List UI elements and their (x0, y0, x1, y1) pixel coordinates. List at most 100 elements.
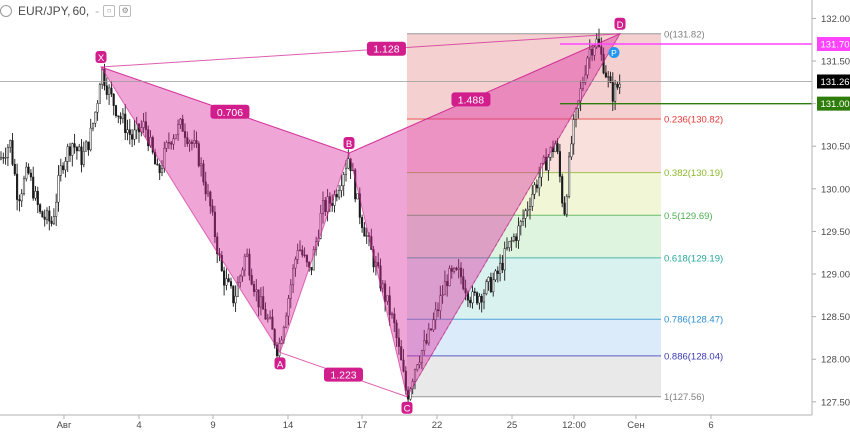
candle-body (457, 267, 460, 270)
candle-body (340, 185, 343, 191)
candle-body (131, 134, 134, 140)
fib-level-label: 0.886(128.04) (664, 351, 723, 362)
candle-body (515, 236, 518, 241)
symbol-label[interactable]: EUR/JPY, (18, 4, 71, 18)
candle-body (50, 220, 53, 224)
candle-body (177, 124, 180, 135)
candle-body (600, 46, 603, 55)
candle-body (114, 105, 118, 116)
time-tick-label: 25 (507, 420, 518, 431)
candle-body (517, 225, 520, 241)
candle-body (211, 205, 214, 213)
candle-body (476, 292, 479, 304)
candle-body (108, 87, 111, 95)
fib-level-label: 0.5(129.69) (664, 211, 713, 222)
candle-body (179, 118, 182, 125)
price-tick-label: 127.50 (821, 397, 850, 408)
candle-body (455, 267, 458, 270)
candle-body (547, 157, 550, 171)
candle-body (213, 211, 216, 238)
candle-body (280, 339, 283, 344)
candle-body (453, 267, 456, 272)
candle-body (9, 140, 12, 148)
point-marker-bg (95, 51, 107, 64)
candle-body (363, 227, 366, 237)
price-tick-label: 131.50 (821, 57, 850, 68)
candle-body (436, 309, 440, 312)
candle-body (593, 46, 596, 56)
candle-body (430, 328, 433, 331)
candle-body (482, 293, 486, 303)
candle-body (29, 172, 32, 178)
candle-body (103, 68, 106, 87)
candle-body (379, 265, 382, 289)
candle-body (16, 173, 19, 200)
candle-body (393, 313, 396, 324)
point-marker-bg (401, 401, 413, 414)
candle-body (540, 162, 543, 178)
candle-body (105, 85, 108, 95)
candle-body (335, 193, 338, 198)
price-tick-label: 132.00 (821, 14, 850, 25)
candle-body (204, 181, 207, 195)
eye-icon[interactable]: ○ (103, 5, 116, 17)
ratio-label-bd: 1.488 (451, 92, 491, 107)
candle-body (545, 156, 548, 171)
candle-body (434, 309, 437, 321)
candle-body (595, 38, 598, 48)
candle-body (285, 315, 288, 328)
time-tick-label: 4 (136, 420, 141, 431)
candle-body (420, 350, 423, 363)
candle-body (485, 281, 488, 295)
candle-body (324, 200, 327, 212)
candle-body (158, 164, 161, 173)
candle-body (57, 175, 60, 203)
candle-body (303, 254, 306, 257)
candle-body (59, 165, 62, 176)
candle-body (96, 103, 99, 113)
candle-body (142, 121, 145, 128)
candle-body (126, 129, 129, 134)
candle-body (395, 322, 398, 339)
candle-body (462, 276, 465, 289)
timeframe-label[interactable]: 60, (72, 4, 90, 18)
candle-body (381, 283, 384, 289)
candle-body (321, 200, 325, 214)
price-tick-label: 129.50 (821, 227, 850, 238)
candle-body (124, 113, 127, 134)
pattern-point-x: X (95, 51, 107, 64)
candle-body (505, 247, 509, 249)
candle-body (82, 150, 85, 165)
ratio-label-ac-bg (324, 367, 363, 382)
candle-body (43, 216, 46, 220)
candle-body (423, 340, 426, 351)
candle-body (66, 146, 69, 162)
fib-level-label: 0.618(129.19) (664, 253, 723, 264)
candle-body (241, 269, 244, 277)
candle-body (292, 267, 295, 286)
candle-body (209, 191, 212, 207)
candle-body (68, 146, 72, 156)
candle-body (112, 93, 115, 106)
candle-body (588, 49, 591, 59)
candle-body (478, 296, 481, 304)
ratio-label-ac: 1.223 (324, 367, 363, 382)
candle-body (310, 266, 313, 271)
gear-icon[interactable]: ⚙ (119, 5, 132, 17)
candle-body (489, 277, 492, 293)
candle-body (172, 138, 175, 145)
candle-body (18, 199, 21, 202)
candle-body (190, 141, 193, 144)
candle-body (609, 76, 612, 83)
fib-level-label: 1(127.56) (664, 392, 705, 403)
candle-body (386, 295, 389, 302)
candle-body (101, 68, 104, 85)
harmonic-pattern: 0.706 1.128 1.488 1.223 X A B C D P (95, 17, 626, 415)
candle-body (11, 140, 14, 165)
ratio-label-xb: 0.706 (210, 104, 250, 119)
candle-body (48, 210, 51, 222)
candle-body (34, 190, 37, 199)
candle-body (183, 131, 187, 138)
fib-level-label: 0(131.82) (664, 29, 705, 40)
